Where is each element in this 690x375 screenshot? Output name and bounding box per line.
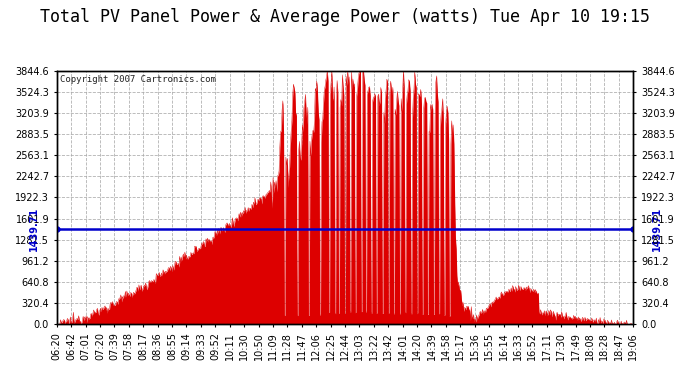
Text: 1439.71: 1439.71 [29, 207, 39, 251]
Text: Copyright 2007 Cartronics.com: Copyright 2007 Cartronics.com [59, 75, 215, 84]
Text: Total PV Panel Power & Average Power (watts) Tue Apr 10 19:15: Total PV Panel Power & Average Power (wa… [40, 8, 650, 26]
Text: 1439.71: 1439.71 [651, 207, 662, 251]
